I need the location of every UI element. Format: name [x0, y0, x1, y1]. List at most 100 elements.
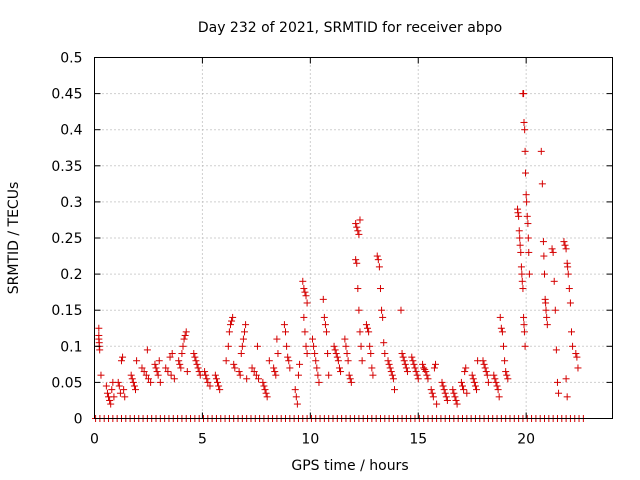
data-point — [524, 234, 532, 242]
data-point — [177, 364, 185, 372]
data-point — [524, 220, 532, 228]
data-point — [521, 147, 529, 155]
data-point — [167, 371, 175, 379]
data-point — [284, 353, 292, 361]
data-point — [401, 360, 409, 368]
data-point — [181, 331, 189, 339]
data-point — [140, 368, 148, 376]
data-point — [313, 364, 321, 372]
data-point — [422, 368, 430, 376]
data-point — [331, 346, 339, 354]
data-point — [250, 368, 258, 376]
data-point — [344, 357, 352, 365]
data-point — [106, 396, 114, 404]
data-point — [204, 378, 212, 386]
y-tick-labels: 0 0.05 0.1 0.15 0.2 0.25 0.3 0.35 0.4 0.45 0.5 — [51, 51, 82, 428]
data-point — [413, 371, 421, 379]
data-point — [335, 364, 343, 372]
data-point — [397, 306, 405, 314]
data-point — [550, 277, 558, 285]
data-point — [414, 375, 422, 383]
data-point — [132, 386, 140, 394]
data-point — [391, 386, 399, 394]
data-point — [525, 248, 533, 256]
data-point — [354, 227, 362, 235]
y-tick-label: 0.5 — [60, 51, 82, 67]
data-point — [402, 364, 410, 372]
data-point — [179, 342, 187, 350]
data-point — [255, 375, 263, 383]
data-point — [238, 342, 246, 350]
data-point — [521, 126, 529, 134]
data-point — [121, 393, 129, 401]
data-point — [270, 364, 278, 372]
data-point — [483, 371, 491, 379]
data-point — [138, 364, 146, 372]
data-point — [523, 198, 531, 206]
data-point — [301, 328, 309, 336]
data-point — [420, 364, 428, 372]
data-point — [552, 346, 560, 354]
data-points — [92, 90, 587, 422]
data-point — [520, 118, 528, 126]
data-point — [346, 375, 354, 383]
y-axis-label: SRMTID / TECUs — [6, 182, 22, 295]
data-point — [262, 389, 270, 397]
data-point — [116, 389, 124, 397]
data-point — [332, 350, 340, 358]
data-point — [236, 371, 244, 379]
data-point — [504, 375, 512, 383]
data-point — [108, 386, 116, 394]
data-point — [192, 357, 200, 365]
data-point — [110, 393, 118, 401]
data-point — [561, 241, 569, 249]
data-point — [367, 350, 375, 358]
data-point — [273, 335, 281, 343]
data-point — [560, 238, 568, 246]
data-point — [374, 256, 382, 264]
data-point — [408, 353, 416, 361]
data-point — [494, 386, 502, 394]
data-point — [427, 386, 435, 394]
data-point — [458, 382, 466, 390]
data-point — [191, 353, 199, 361]
data-point — [398, 350, 406, 358]
data-point — [319, 295, 327, 303]
data-point — [345, 371, 353, 379]
data-point — [497, 324, 505, 332]
data-point — [451, 393, 459, 401]
data-point — [541, 270, 549, 278]
data-point — [375, 263, 383, 271]
y-tick-label: 0 — [74, 412, 83, 428]
data-point — [438, 378, 446, 386]
data-point — [403, 368, 411, 376]
data-point — [286, 364, 294, 372]
data-point — [471, 382, 479, 390]
data-point — [263, 393, 271, 401]
data-point — [368, 364, 376, 372]
data-point — [302, 342, 310, 350]
data-point — [261, 386, 269, 394]
data-point — [272, 371, 280, 379]
data-point — [235, 368, 243, 376]
data-point — [152, 364, 160, 372]
data-point — [355, 230, 363, 238]
data-point — [564, 263, 572, 271]
data-point — [564, 270, 572, 278]
data-point — [183, 368, 191, 376]
data-point — [216, 386, 224, 394]
data-point — [520, 90, 528, 98]
data-point — [241, 328, 249, 336]
data-point — [311, 350, 319, 358]
data-point — [147, 378, 155, 386]
data-point — [300, 285, 308, 293]
data-point — [103, 389, 111, 397]
data-point — [294, 371, 302, 379]
data-point — [518, 277, 526, 285]
data-point — [481, 364, 489, 372]
data-point — [303, 299, 311, 307]
y-tick-label: 0.3 — [60, 195, 82, 211]
data-point — [354, 285, 362, 293]
data-point — [222, 357, 230, 365]
